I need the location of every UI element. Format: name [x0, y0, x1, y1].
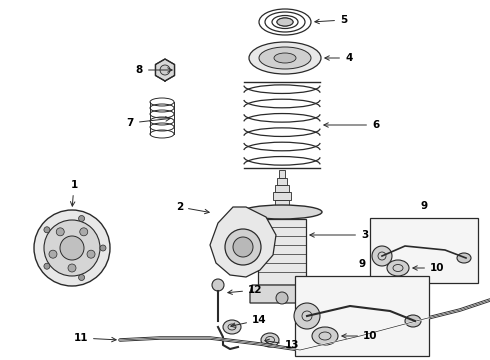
Circle shape: [44, 263, 50, 269]
Ellipse shape: [457, 253, 471, 263]
Circle shape: [233, 237, 253, 257]
Polygon shape: [275, 185, 289, 192]
Polygon shape: [250, 285, 314, 303]
Circle shape: [100, 245, 106, 251]
FancyBboxPatch shape: [295, 276, 429, 356]
Text: 11: 11: [74, 333, 116, 343]
Polygon shape: [155, 59, 174, 81]
Ellipse shape: [277, 18, 293, 26]
Polygon shape: [275, 200, 289, 207]
Circle shape: [49, 250, 57, 258]
Text: 7: 7: [126, 117, 170, 128]
Text: 3: 3: [310, 230, 368, 240]
Circle shape: [44, 220, 100, 276]
Text: 5: 5: [315, 15, 347, 25]
Circle shape: [276, 292, 288, 304]
Text: 14: 14: [231, 315, 267, 327]
Circle shape: [60, 236, 84, 260]
Circle shape: [160, 65, 170, 75]
Text: 8: 8: [136, 65, 172, 75]
Polygon shape: [258, 219, 306, 285]
Circle shape: [87, 250, 95, 258]
Ellipse shape: [242, 205, 322, 219]
Ellipse shape: [223, 320, 241, 334]
Text: 10: 10: [342, 331, 377, 341]
Polygon shape: [278, 207, 286, 212]
Text: 13: 13: [265, 339, 299, 350]
Ellipse shape: [249, 42, 321, 74]
Circle shape: [294, 303, 320, 329]
Polygon shape: [279, 170, 285, 178]
Circle shape: [78, 274, 85, 280]
Circle shape: [372, 246, 392, 266]
Circle shape: [80, 228, 88, 236]
Text: 6: 6: [324, 120, 379, 130]
Polygon shape: [210, 207, 276, 277]
Circle shape: [56, 228, 64, 236]
Ellipse shape: [259, 47, 311, 69]
Polygon shape: [273, 192, 291, 200]
Polygon shape: [277, 178, 287, 185]
Text: 1: 1: [71, 180, 77, 206]
Circle shape: [34, 210, 110, 286]
Ellipse shape: [312, 327, 338, 345]
Circle shape: [212, 279, 224, 291]
Text: 10: 10: [413, 263, 444, 273]
Text: 12: 12: [228, 285, 263, 295]
Text: 2: 2: [176, 202, 209, 214]
FancyBboxPatch shape: [370, 218, 478, 283]
Circle shape: [78, 216, 85, 221]
Ellipse shape: [387, 260, 409, 276]
Ellipse shape: [274, 53, 296, 63]
Circle shape: [225, 229, 261, 265]
Circle shape: [68, 264, 76, 272]
Text: 9: 9: [359, 259, 366, 269]
Ellipse shape: [261, 333, 279, 347]
Text: 9: 9: [420, 201, 428, 211]
Circle shape: [44, 227, 50, 233]
Text: 4: 4: [325, 53, 352, 63]
Ellipse shape: [405, 315, 421, 327]
